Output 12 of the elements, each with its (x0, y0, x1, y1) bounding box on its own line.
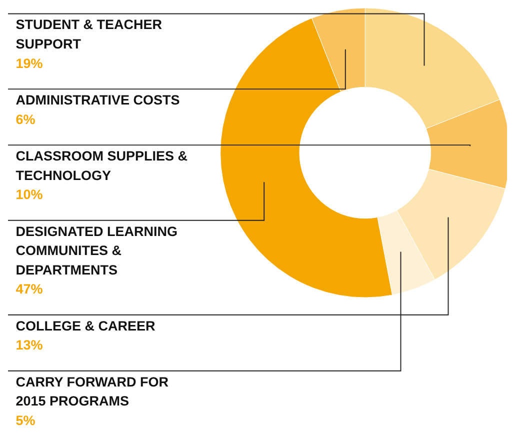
slice-label: COLLEGE & CAREER (16, 318, 156, 334)
data-label: 19% (16, 56, 43, 71)
data-label: 6% (16, 112, 36, 127)
data-label: 47% (16, 282, 43, 297)
slice-label: DESIGNATED LEARNING COMMUNITES & DEPARTMENTS (16, 224, 178, 278)
slice-label: CLASSROOM SUPPLIES & TECHNOLOGY (16, 148, 188, 183)
slice-label: STUDENT & TEACHER SUPPORT (16, 17, 162, 52)
data-label: 5% (16, 412, 36, 428)
slice-label: ADMINISTRATIVE COSTS (16, 92, 180, 108)
data-label: 10% (16, 187, 43, 202)
slice-label: CARRY FORWARD FOR 2015 PROGRAMS (16, 374, 169, 409)
data-label: 13% (16, 338, 43, 353)
